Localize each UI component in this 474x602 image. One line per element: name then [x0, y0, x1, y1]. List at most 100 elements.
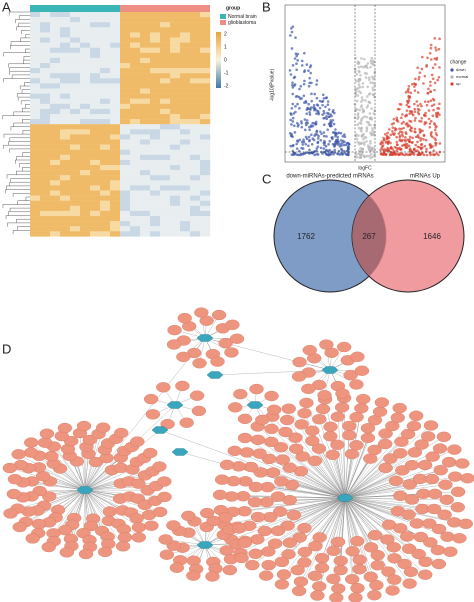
heat-cell — [70, 205, 81, 212]
heat-cell — [130, 190, 141, 196]
volcano-point — [361, 147, 365, 151]
heat-cell — [90, 139, 101, 145]
heat-cell — [200, 159, 211, 166]
volcano-point — [329, 124, 332, 128]
heat-cell — [160, 200, 171, 206]
volcano-point — [414, 116, 417, 120]
volcano-point — [318, 106, 322, 110]
volcano-point — [359, 91, 363, 95]
gene-node — [237, 537, 253, 549]
volcano-point — [431, 97, 435, 101]
volcano-point — [427, 87, 430, 91]
dendrogram — [19, 85, 30, 90]
heat-cell — [70, 27, 81, 33]
network-edge — [344, 452, 415, 499]
volcano-point — [399, 148, 403, 151]
gene-node — [282, 462, 297, 473]
gene-node — [200, 507, 215, 519]
heat-cell — [160, 98, 171, 104]
volcano-point — [308, 107, 312, 110]
heat-cell — [30, 12, 41, 18]
volcano-point — [362, 143, 366, 146]
dendrogram — [6, 185, 30, 190]
venn-count: 267 — [362, 232, 376, 241]
dendrogram — [15, 159, 30, 164]
heat-cell — [80, 78, 91, 84]
volcano-point — [438, 102, 441, 106]
gene-node — [345, 546, 360, 557]
heat-cell — [70, 17, 81, 23]
gene-node — [192, 358, 207, 369]
volcano-point — [414, 143, 417, 147]
volcano-point — [316, 145, 320, 148]
volcano-point — [425, 103, 429, 107]
volcano-point — [417, 78, 421, 81]
gene-node — [421, 431, 436, 442]
network-edge — [84, 489, 109, 521]
heat-cell — [150, 17, 161, 23]
gene-node — [239, 447, 255, 458]
heat-cell — [40, 73, 51, 79]
heat-cell — [190, 63, 201, 69]
heat-cell — [140, 205, 151, 212]
gene-node — [367, 530, 383, 541]
volcano-point — [416, 140, 419, 144]
heat-cell — [100, 42, 111, 48]
heat-cell — [130, 103, 141, 110]
gene-node — [245, 559, 260, 571]
heat-cell — [170, 200, 181, 206]
heat-cell — [150, 114, 161, 120]
volcano-point — [346, 141, 350, 145]
heat-cell — [130, 231, 141, 237]
gene-node — [401, 543, 417, 554]
heat-cell — [30, 129, 41, 135]
gene-node — [360, 432, 376, 444]
network-edge — [344, 497, 448, 537]
heat-cell — [100, 103, 111, 110]
gene-node — [343, 369, 358, 381]
network-edge — [275, 497, 346, 544]
volcano-point — [424, 138, 428, 142]
heat-cell — [140, 165, 151, 171]
gene-node — [395, 465, 410, 476]
heat-cell — [180, 195, 191, 201]
heat-cell — [160, 63, 171, 69]
heat-cell — [70, 221, 81, 227]
gene-node — [423, 420, 439, 431]
volcano-point — [333, 131, 336, 134]
heat-cell — [130, 134, 141, 140]
volcano-point — [353, 155, 357, 159]
heat-cell — [140, 134, 151, 140]
gene-node — [409, 518, 424, 529]
plot-frame — [284, 4, 446, 163]
volcano-point — [338, 145, 342, 148]
heat-cell — [160, 47, 171, 53]
heat-cell — [140, 180, 151, 186]
gene-node — [248, 548, 263, 559]
gene-node — [383, 453, 398, 464]
volcano-point — [364, 76, 368, 79]
volcano-point — [392, 149, 396, 153]
volcano-point — [323, 116, 327, 120]
volcano-point — [357, 83, 361, 87]
volcano-point — [423, 74, 427, 78]
heat-cell — [50, 93, 61, 99]
volcano-point — [420, 104, 423, 108]
gene-node — [261, 559, 276, 571]
volcano-point — [327, 143, 330, 146]
heat-cell — [180, 114, 191, 120]
volcano-point — [294, 95, 298, 98]
volcano-point — [320, 132, 323, 136]
heat-cell — [140, 93, 151, 99]
heat-cell — [40, 108, 51, 115]
volcano-point — [355, 156, 359, 159]
heat-cell — [140, 73, 151, 79]
volcano-point — [329, 121, 332, 124]
gene-node — [418, 459, 433, 471]
gene-node — [314, 562, 330, 573]
gene-node — [350, 351, 365, 362]
volcano-point — [315, 103, 319, 107]
heat-cell — [160, 170, 171, 176]
volcano-point — [342, 143, 346, 147]
heat-cell — [150, 195, 161, 201]
